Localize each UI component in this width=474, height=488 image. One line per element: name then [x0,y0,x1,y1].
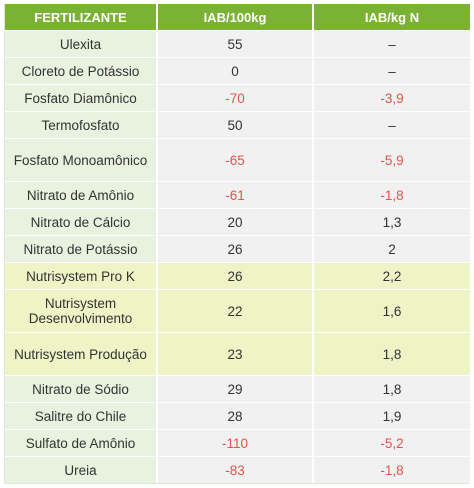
iab-kg-n-value: 1,3 [314,208,470,235]
table-row: Fosfato Diamônico -70 -3,9 [5,84,470,111]
table-row: Nutrisystem Produção 23 1,8 [5,332,470,375]
iab-kg-n-value: -5,9 [314,138,470,181]
table-row: Nitrato de Amônio -61 -1,8 [5,181,470,208]
iab-100kg-value: 28 [158,402,314,429]
iab-100kg-value: -110 [158,429,314,456]
fertilizer-name: Salitre do Chile [5,402,158,429]
fertilizer-name: Sulfato de Amônio [5,429,158,456]
iab-100kg-value: 26 [158,262,314,289]
iab-100kg-value: 50 [158,111,314,138]
table-row: Nitrato de Sódio 29 1,8 [5,375,470,402]
iab-100kg-value: 0 [158,57,314,84]
table-row: Nutrisystem Pro K 26 2,2 [5,262,470,289]
table-header: FERTILIZANTE IAB/100kg IAB/kg N [5,4,470,30]
fertilizer-name: Cloreto de Potássio [5,57,158,84]
iab-kg-n-value: 1,9 [314,402,470,429]
table-row: Nitrato de Potássio 26 2 [5,235,470,262]
iab-100kg-value: 23 [158,332,314,375]
table-row: Fosfato Monoamônico -65 -5,9 [5,138,470,181]
iab-kg-n-value: 1,8 [314,375,470,402]
table-row: Cloreto de Potássio 0– [5,57,470,84]
table-row: Ulexita 55– [5,30,470,57]
fertilizer-name: Fosfato Monoamônico [5,138,158,181]
iab-100kg-value: 22 [158,289,314,332]
iab-kg-n-value: 2 [314,235,470,262]
table-row: Termofosfato 50– [5,111,470,138]
iab-kg-n-value: – [314,111,470,138]
iab-kg-n-value: -5,2 [314,429,470,456]
fertilizer-name: Ureia [5,456,158,483]
iab-kg-n-value: 1,8 [314,332,470,375]
iab-100kg-value: -65 [158,138,314,181]
fertilizer-name: Nitrato de Amônio [5,181,158,208]
fertilizer-name: Termofosfato [5,111,158,138]
fertilizer-table: FERTILIZANTE IAB/100kg IAB/kg N Ulexita 5… [5,4,470,483]
fertilizer-name: Nitrato de Cálcio [5,208,158,235]
table-frame: FERTILIZANTE IAB/100kg IAB/kg N Ulexita 5… [4,4,470,484]
iab-kg-n-value: -3,9 [314,84,470,111]
fertilizer-name: Fosfato Diamônico [5,84,158,111]
iab-100kg-value: 20 [158,208,314,235]
fertilizer-name: Nutrisystem Produção [5,332,158,375]
fertilizer-name: Nitrato de Potássio [5,235,158,262]
header-fertilizante: FERTILIZANTE [5,4,158,30]
fertilizer-name: Nutrisystem Desenvolvimento [5,289,158,332]
table-body: Ulexita 55– Cloreto de Potássio 0– Fosfato D… [5,30,470,483]
iab-100kg-value: 55 [158,30,314,57]
table-row: Sulfato de Amônio -110 -5,2 [5,429,470,456]
iab-kg-n-value: -1,8 [314,456,470,483]
iab-100kg-value: 29 [158,375,314,402]
iab-kg-n-value: 1,6 [314,289,470,332]
table-row: Nitrato de Cálcio 20 1,3 [5,208,470,235]
iab-kg-n-value: -1,8 [314,181,470,208]
table-row: Salitre do Chile 28 1,9 [5,402,470,429]
fertilizer-name: Ulexita [5,30,158,57]
iab-kg-n-value: 2,2 [314,262,470,289]
iab-100kg-value: -70 [158,84,314,111]
fertilizer-name: Nutrisystem Pro K [5,262,158,289]
fertilizer-name: Nitrato de Sódio [5,375,158,402]
header-iab-100kg: IAB/100kg [158,4,314,30]
iab-kg-n-value: – [314,57,470,84]
table-row: Ureia -83 -1,8 [5,456,470,483]
iab-100kg-value: -61 [158,181,314,208]
iab-100kg-value: 26 [158,235,314,262]
header-iab-kg-n: IAB/kg N [314,4,470,30]
iab-100kg-value: -83 [158,456,314,483]
table-row: Nutrisystem Desenvolvimento 22 1,6 [5,289,470,332]
iab-kg-n-value: – [314,30,470,57]
